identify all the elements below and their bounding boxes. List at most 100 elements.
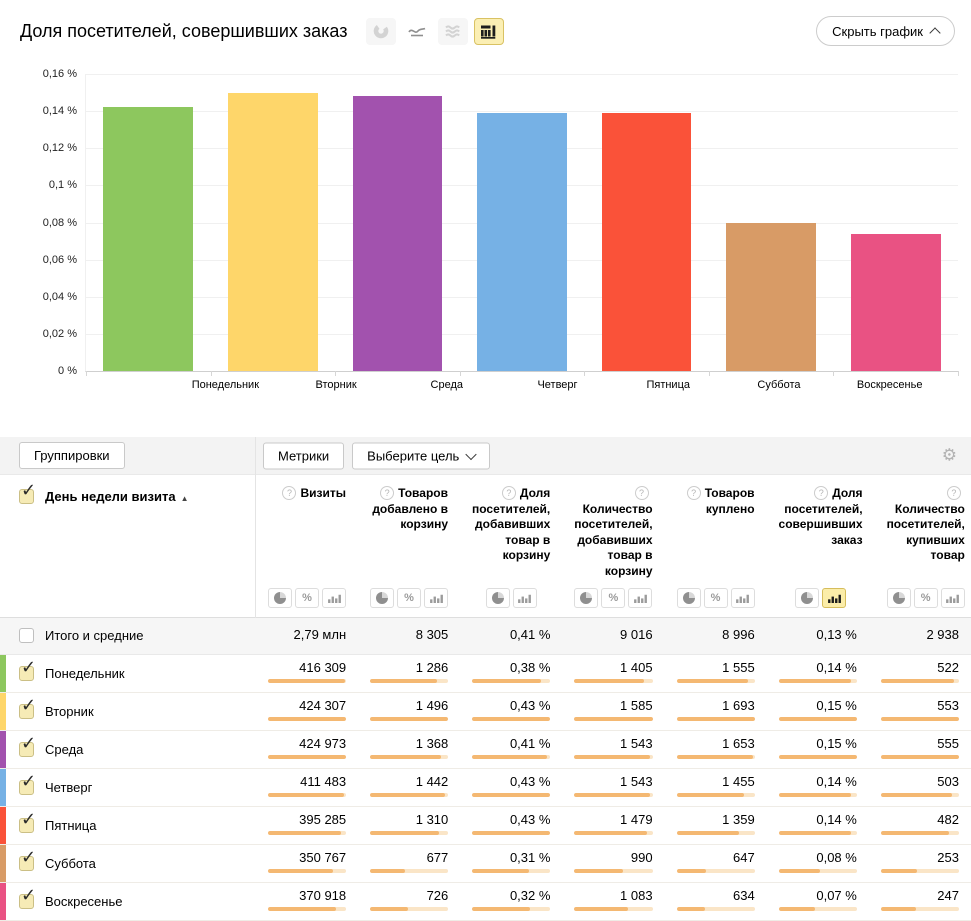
pie-toggle[interactable] — [485, 587, 510, 608]
column-header-3: ? Доля посетителей, добавивших товар в ко… — [460, 486, 562, 608]
percent-toggle[interactable]: % — [295, 587, 319, 608]
metric-progress-bar — [472, 678, 551, 683]
pie-toggle[interactable] — [268, 587, 292, 608]
row-checkbox[interactable] — [19, 628, 34, 644]
pie-chart-icon[interactable] — [365, 17, 396, 45]
gear-icon[interactable]: ⚙ — [941, 445, 957, 465]
row-checkbox[interactable] — [19, 659, 36, 681]
row-checkbox[interactable] — [19, 887, 36, 909]
column-header-5: ? Товаров куплено% — [665, 486, 767, 608]
metric-value: 416 309 — [299, 659, 347, 675]
column-header-label[interactable]: ? Визиты — [268, 486, 346, 502]
metric-progress-bar — [268, 678, 347, 683]
bars-toggle[interactable] — [512, 587, 537, 608]
pie-toggle-icon — [801, 591, 814, 604]
chart-bar-3[interactable] — [352, 96, 443, 371]
bars-toggle-icon — [827, 594, 841, 604]
header-divider — [255, 437, 256, 618]
metric-progress-bar — [370, 678, 449, 683]
x-axis-category-label: Понедельник — [191, 379, 260, 391]
pie-toggle[interactable] — [886, 587, 911, 608]
groupings-button[interactable]: Группировки — [19, 442, 125, 469]
chart-bar-2[interactable] — [228, 92, 318, 371]
bars-toggle[interactable] — [424, 587, 448, 608]
metrics-button[interactable]: Метрики — [263, 442, 345, 469]
pie-toggle-icon — [274, 591, 286, 604]
bars-toggle[interactable] — [322, 587, 346, 608]
chart-bar-slot — [833, 74, 958, 371]
table-row-3: Среда 424 973 1 368 0,41 % 1 543 1 653 0,15 % 5… — [0, 730, 971, 769]
y-axis-tick-label: 0,12 % — [42, 142, 77, 155]
help-icon[interactable]: ? — [946, 486, 961, 500]
column-header-label[interactable]: ? Доля посетителей, совершивших заказ — [779, 486, 863, 548]
pie-toggle[interactable] — [574, 587, 599, 608]
metric-view-toggles — [779, 587, 863, 608]
row-checkbox[interactable] — [19, 735, 36, 757]
percent-toggle[interactable]: % — [397, 587, 421, 608]
bars-toggle[interactable] — [628, 587, 653, 608]
stacked-chart-icon[interactable] — [437, 17, 468, 45]
column-header-label[interactable]: ? Товаров добавлено в корзину — [370, 486, 448, 533]
pie-toggle[interactable] — [795, 587, 820, 608]
metric-progress-bar — [574, 716, 653, 721]
percent-toggle[interactable]: % — [601, 587, 626, 608]
bars-toggle[interactable] — [730, 587, 755, 608]
table-row-6: Суббота 350 767 677 0,31 % 990 647 0,08 % 253 — [0, 844, 971, 883]
pie-toggle[interactable] — [370, 587, 394, 608]
metric-view-toggles: % — [370, 587, 448, 608]
help-icon[interactable]: ? — [634, 486, 649, 500]
metric-cell: 1 543 — [562, 769, 664, 806]
column-header-label[interactable]: ?Количество посетителей, купивших товар — [887, 486, 965, 564]
row-label-cell: Среда — [0, 730, 256, 768]
y-axis-tick-label: 0,04 % — [42, 290, 77, 303]
dimension-header[interactable]: День недели визита ▲ — [45, 489, 189, 504]
hide-chart-label: Скрыть график — [832, 23, 923, 39]
chart-bar-5[interactable] — [601, 112, 692, 371]
y-axis-tick-label: 0,02 % — [42, 327, 77, 340]
row-checkbox[interactable] — [19, 697, 36, 719]
help-icon[interactable]: ? — [282, 486, 297, 500]
metric-progress-bar — [268, 830, 347, 835]
help-icon[interactable]: ? — [814, 486, 829, 500]
row-checkbox[interactable] — [19, 811, 36, 833]
pie-toggle[interactable] — [676, 587, 701, 608]
metric-value: 0,41 % — [509, 626, 551, 642]
metric-progress-bar — [472, 716, 551, 721]
percent-toggle[interactable]: % — [913, 587, 938, 608]
bars-toggle[interactable] — [940, 587, 965, 608]
chart-bar-7[interactable] — [850, 233, 941, 371]
chevron-down-icon — [465, 448, 477, 460]
x-axis-tick — [335, 371, 337, 376]
row-checkbox[interactable] — [19, 849, 36, 871]
metric-value: 0,14 % — [816, 659, 857, 675]
row-label-cell: Суббота — [0, 844, 256, 882]
select-all-checkbox[interactable] — [19, 482, 36, 504]
bars-toggle[interactable] — [822, 587, 847, 608]
column-header-label[interactable]: ? Товаров куплено — [677, 486, 755, 517]
help-icon[interactable]: ? — [380, 486, 395, 500]
metric-value: 1 693 — [722, 697, 755, 713]
metric-cell: 1 442 — [358, 769, 460, 806]
chart-bar-6[interactable] — [726, 222, 817, 371]
metric-value: 424 307 — [299, 697, 347, 713]
metric-progress-bar — [574, 754, 653, 759]
row-label-cell: Пятница — [0, 806, 256, 844]
metric-value: 0,15 % — [816, 697, 857, 713]
metric-value: 411 483 — [300, 773, 347, 789]
metric-value: 1 286 — [415, 659, 449, 675]
column-header-text: Доля посетителей, добавивших товар в кор… — [472, 486, 551, 563]
column-header-label[interactable]: ?Количество посетителей, добавивших това… — [574, 486, 653, 580]
help-icon[interactable]: ? — [686, 486, 701, 500]
select-goal-dropdown[interactable]: Выберите цель — [352, 442, 491, 469]
chart-bar-4[interactable] — [477, 112, 567, 371]
column-header-label[interactable]: ? Доля посетителей, добавивших товар в ко… — [472, 486, 550, 564]
bar-chart-icon[interactable] — [473, 17, 504, 45]
metric-progress-bar — [574, 830, 653, 835]
x-axis-tick — [833, 371, 835, 376]
help-icon[interactable]: ? — [501, 486, 516, 500]
chart-bar-1[interactable] — [103, 107, 194, 371]
line-chart-icon[interactable] — [401, 17, 432, 45]
percent-toggle[interactable]: % — [703, 587, 728, 608]
row-checkbox[interactable] — [19, 773, 36, 795]
hide-chart-button[interactable]: Скрыть график — [816, 16, 955, 46]
